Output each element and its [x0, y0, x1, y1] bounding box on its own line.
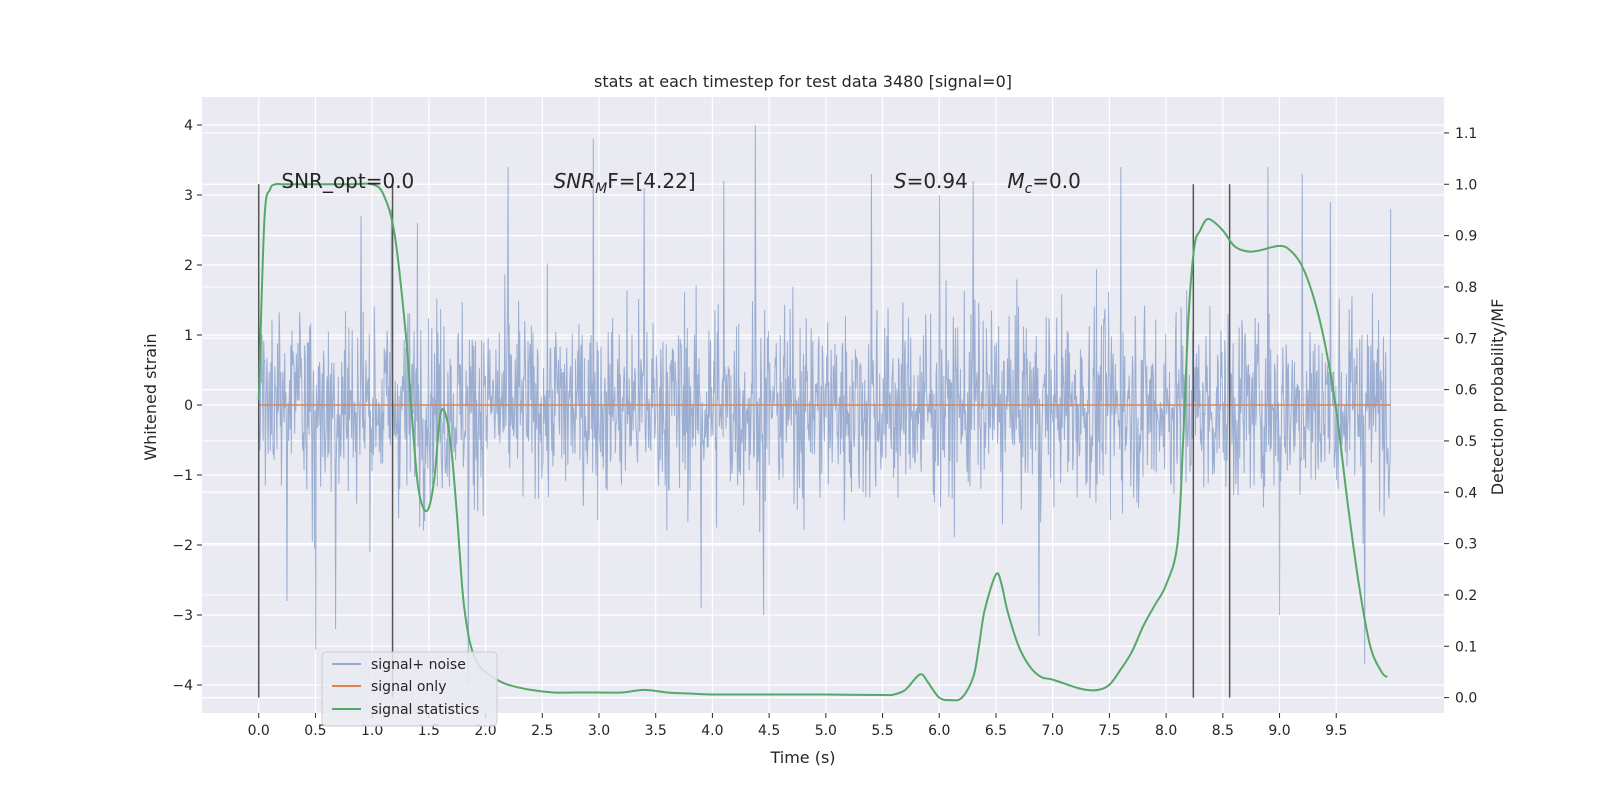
x-tick-label: 3.0 — [588, 723, 610, 739]
y-tick-label: 4 — [184, 118, 193, 134]
x-tick-label: 5.0 — [815, 723, 837, 739]
y2-tick-label: 1.0 — [1455, 177, 1477, 193]
y-tick-label: −1 — [172, 468, 193, 484]
y-tick-label: 3 — [184, 188, 193, 204]
x-tick-label: 8.0 — [1155, 723, 1177, 739]
signal-statistics-series — [257, 182, 1388, 702]
x-tick-label: 7.5 — [1098, 723, 1120, 739]
x-tick-label: 9.5 — [1325, 723, 1347, 739]
x-tick-label: 4.5 — [758, 723, 780, 739]
y2-tick-label: 0.0 — [1455, 691, 1477, 707]
y2-tick-label: 0.3 — [1455, 537, 1477, 553]
x-tick-label: 3.5 — [645, 723, 667, 739]
window-markers — [257, 184, 1231, 698]
x-tick-label: 0.0 — [248, 723, 270, 739]
legend-label-signal-noise: signal+ noise — [371, 657, 466, 673]
y2-tick-label: 0.2 — [1455, 588, 1477, 604]
y2-axis-ticks: 1.1 1.0 0.9 0.8 0.7 0.6 0.5 0.4 0.3 0.2 0.1 0.0 — [1444, 126, 1477, 707]
y-tick-label: 1 — [184, 328, 193, 344]
x-axis-ticks: 0.0 0.5 1.0 1.5 2.0 2.5 3.0 3.5 4.0 4.5 5.0 5.5 6.0 6… — [248, 713, 1347, 739]
stat-annotation: SNR_opt=0.0 — [281, 169, 414, 193]
signal-noise-line — [258, 124, 1392, 686]
x-axis-label: Time (s) — [769, 748, 835, 767]
x-tick-label: 7.0 — [1042, 723, 1064, 739]
x-tick-label: 1.5 — [418, 723, 440, 739]
y2-tick-label: 0.8 — [1455, 280, 1477, 296]
y-tick-label: −4 — [172, 678, 193, 694]
y-axis-label: Whitened strain — [141, 333, 160, 460]
x-tick-label: 6.5 — [985, 723, 1007, 739]
stat-annotation: Mc=0.0 — [1007, 169, 1081, 197]
y-tick-label: 0 — [184, 398, 193, 414]
y2-tick-label: 0.1 — [1455, 639, 1477, 655]
x-tick-label: 0.5 — [304, 723, 326, 739]
chart-title: stats at each timestep for test data 348… — [594, 72, 1012, 91]
signal-statistics-line — [257, 182, 1388, 702]
annotations: SNR_opt=0.0 SNRMF=[4.22] S=0.94 Mc=0.0 — [281, 169, 1080, 197]
x-tick-label: 1.0 — [361, 723, 383, 739]
y-tick-label: 2 — [184, 258, 193, 274]
legend-label-signal-only: signal only — [371, 679, 446, 695]
y2-tick-label: 0.4 — [1455, 485, 1477, 501]
stat-annotation: SNRMF=[4.22] — [554, 169, 696, 197]
y-tick-label: −3 — [172, 608, 193, 624]
x-tick-label: 2.5 — [531, 723, 553, 739]
y2-tick-label: 0.5 — [1455, 434, 1477, 450]
x-tick-label: 9.0 — [1268, 723, 1290, 739]
y2-tick-label: 0.7 — [1455, 331, 1477, 347]
x-tick-label: 8.5 — [1212, 723, 1234, 739]
y-tick-label: −2 — [172, 538, 193, 554]
legend-label-signal-statistics: signal statistics — [371, 702, 479, 718]
y2-tick-label: 0.9 — [1455, 229, 1477, 245]
x-tick-label: 5.5 — [871, 723, 893, 739]
legend: signal+ noise signal only signal statist… — [321, 651, 498, 727]
x-tick-label: 4.0 — [701, 723, 723, 739]
legend-box — [321, 651, 498, 727]
stat-annotation: S=0.94 — [894, 169, 968, 193]
y2-tick-label: 1.1 — [1455, 126, 1477, 142]
y-axis-ticks: 4 3 2 1 0 −1 −2 −3 −4 — [172, 118, 202, 694]
y2-tick-label: 0.6 — [1455, 383, 1477, 399]
x-tick-label: 2.0 — [474, 723, 496, 739]
y2-axis-label: Detection probability/MF — [1488, 299, 1507, 496]
x-tick-label: 6.0 — [928, 723, 950, 739]
signal-noise-series — [258, 124, 1392, 686]
